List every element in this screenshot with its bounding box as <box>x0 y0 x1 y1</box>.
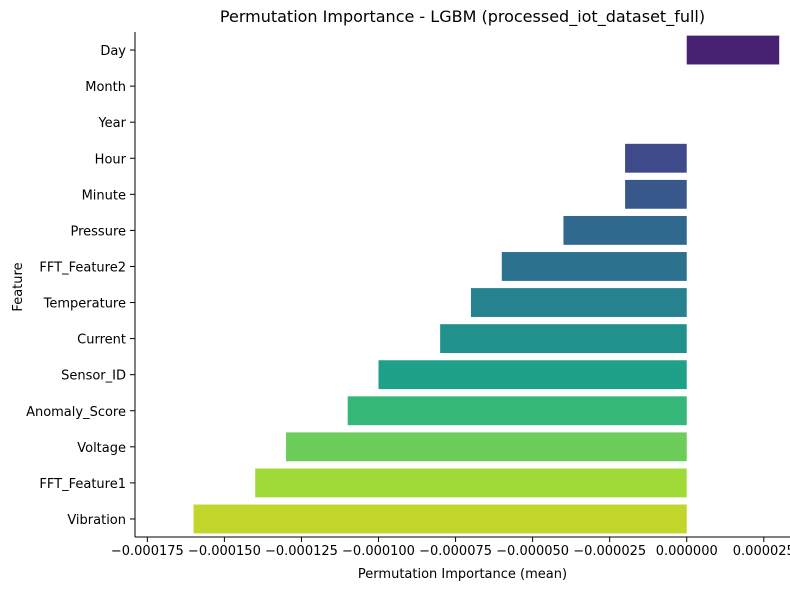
bar-day <box>686 35 780 65</box>
bar-current <box>440 324 687 354</box>
x-tick-label: −0.000050 <box>496 544 569 559</box>
y-tick-label-day: Day <box>100 44 126 59</box>
bar-fft-feature2 <box>501 252 687 281</box>
y-tick-label-pressure: Pressure <box>70 224 126 239</box>
x-tick-label: −0.000175 <box>111 544 184 559</box>
y-tick-label-hour: Hour <box>95 152 127 167</box>
bar-hour <box>625 143 687 173</box>
chart-title: Permutation Importance - LGBM (processed… <box>220 7 705 27</box>
bar-minute <box>625 179 687 209</box>
y-tick-label-fft-feature2: FFT_Feature2 <box>39 260 126 275</box>
bars-group <box>193 35 780 534</box>
y-tick-labels: Day Month Year Hour Minute Pressure FFT_Featur… <box>26 44 127 528</box>
bar-fft-feature1 <box>255 468 687 498</box>
x-tick-label: −0.000125 <box>265 544 338 559</box>
bar-voltage <box>286 432 687 462</box>
y-tick-label-anomaly-score: Anomaly_Score <box>26 405 126 420</box>
x-tick-label: 0.000025 <box>733 544 790 559</box>
y-tick-label-fft-feature1: FFT_Feature1 <box>39 477 126 492</box>
bar-anomaly-score <box>347 396 687 426</box>
x-tick-label: −0.000025 <box>573 544 646 559</box>
y-tick-label-temperature: Temperature <box>43 297 126 312</box>
y-tick-label-voltage: Voltage <box>77 441 126 456</box>
bar-pressure <box>563 215 687 245</box>
y-tick-label-current: Current <box>77 333 126 348</box>
y-tick-label-vibration: Vibration <box>67 513 126 528</box>
x-tick-label: 0.000000 <box>656 544 718 559</box>
y-tick-label-minute: Minute <box>82 188 126 203</box>
x-tick-labels: −0.000175 −0.000150 −0.000125 −0.000100 −0.0… <box>111 544 790 559</box>
y-tick-label-year: Year <box>97 116 126 131</box>
y-axis-label: Feature <box>11 262 26 311</box>
bar-vibration <box>193 504 687 534</box>
y-tick-label-month: Month <box>85 80 126 95</box>
x-axis-label: Permutation Importance (mean) <box>358 567 567 582</box>
bar-sensor-id <box>378 360 687 390</box>
y-tick-label-sensor-id: Sensor_ID <box>61 369 126 384</box>
x-tick-label: −0.000100 <box>342 544 415 559</box>
bar-temperature <box>470 288 687 317</box>
axes-group <box>130 32 790 542</box>
x-tick-label: −0.000150 <box>188 544 261 559</box>
x-tick-label: −0.000075 <box>419 544 492 559</box>
